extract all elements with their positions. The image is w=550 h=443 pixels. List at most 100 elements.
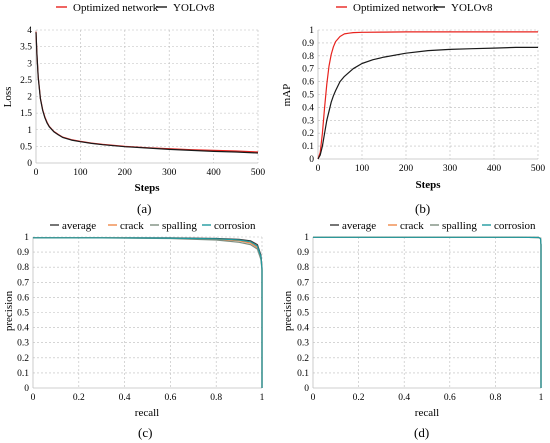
- x-axis-label: Steps: [415, 179, 441, 191]
- legend-label: crack: [400, 220, 424, 232]
- series-line-yolov8: [35, 32, 259, 154]
- series-line-yolov8: [317, 46, 538, 160]
- x-tick-label: 300: [162, 168, 177, 178]
- x-tick-label: 0: [316, 164, 321, 174]
- x-tick-label: 1: [539, 393, 544, 403]
- x-tick-label: 100: [355, 164, 370, 174]
- y-tick-label: 0.6: [302, 78, 314, 88]
- legend-label: Optimized network: [73, 2, 159, 14]
- x-tick-label: 0.6: [164, 393, 176, 403]
- y-tick-label: 0.9: [297, 248, 309, 258]
- x-tick-label: 300: [443, 164, 458, 174]
- y-tick-label: 0.2: [302, 129, 314, 139]
- panel-label: (b): [415, 201, 430, 216]
- series-line-average: [33, 237, 263, 388]
- y-tick-label: 0: [27, 159, 32, 169]
- y-tick-label: 1: [24, 233, 29, 243]
- legend-label: crack: [120, 220, 144, 232]
- y-tick-label: 0.1: [297, 369, 309, 379]
- y-axis-label: precision: [3, 290, 15, 331]
- x-axis-label: recall: [135, 407, 159, 419]
- y-tick-label: 0.2: [297, 354, 309, 364]
- y-tick-label: 0.5: [20, 142, 32, 152]
- legend-label: spalling: [162, 220, 197, 232]
- panel-b: 0 0.1 0.2 0.3 0.4 0.5 0.6 0.7 0.8 0.9 1 0 100 200 300 4…: [281, 2, 545, 216]
- x-axis-label: recall: [415, 407, 439, 419]
- y-tick-label: 0.6: [297, 293, 309, 303]
- panel-d: 0 0.1 0.2 0.3 0.4 0.5 0.6 0.7 0.8 0.9 1 0 0.2 0.4 0.6 0…: [282, 220, 544, 440]
- y-tick-label: 1: [304, 233, 309, 243]
- legend-label: spalling: [442, 220, 477, 232]
- series-line-corrosion: [313, 236, 542, 388]
- legend-label: corrosion: [494, 220, 536, 232]
- legend-label: corrosion: [214, 220, 256, 232]
- x-tick-label: 0: [31, 393, 36, 403]
- y-tick-label: 1: [309, 26, 314, 36]
- y-tick-label: 0.4: [17, 324, 29, 334]
- x-tick-label: 100: [73, 168, 88, 178]
- y-tick-label: 0: [24, 384, 29, 394]
- x-tick-label: 0.8: [210, 393, 222, 403]
- panel-a: 0 0.5 1 1.5 2 2.5 3 3.5 4 0 100 200 300 400 500 Steps Lo…: [2, 2, 265, 216]
- y-tick-label: 2.5: [20, 76, 32, 86]
- x-tick-label: 200: [118, 168, 133, 178]
- y-tick-label: 0.8: [297, 263, 309, 273]
- x-tick-label: 1: [260, 393, 265, 403]
- legend-label: YOLOv8: [451, 2, 493, 14]
- legend-label: Optimized network: [353, 2, 439, 14]
- y-tick-label: 0.2: [17, 354, 29, 364]
- panel-label: (a): [137, 201, 151, 216]
- y-tick-label: 0.7: [17, 278, 29, 288]
- y-tick-label: 0.3: [297, 339, 309, 349]
- series-line-corrosion: [33, 237, 263, 388]
- y-tick-label: 0.9: [17, 248, 29, 258]
- legend-label: YOLOv8: [173, 2, 215, 14]
- x-tick-label: 400: [487, 164, 502, 174]
- series-line-optimized-network: [35, 31, 259, 153]
- y-tick-label: 0.7: [297, 278, 309, 288]
- y-tick-label: 3.5: [20, 43, 32, 53]
- x-axis-label: Steps: [134, 182, 160, 194]
- y-tick-label: 3: [27, 59, 32, 69]
- x-tick-label: 0.4: [119, 393, 131, 403]
- y-axis-label: Loss: [2, 87, 14, 108]
- y-tick-label: 0.5: [302, 91, 314, 101]
- y-tick-label: 0.3: [17, 339, 29, 349]
- series-line-optimized-network: [317, 31, 538, 160]
- y-tick-label: 0: [309, 155, 314, 165]
- series-line-crack: [33, 237, 263, 388]
- y-tick-label: 0.7: [302, 65, 314, 75]
- y-tick-label: 1: [27, 126, 32, 136]
- y-tick-label: 0.8: [302, 52, 314, 62]
- y-tick-label: 0.5: [17, 309, 29, 319]
- y-axis-label: mAP: [281, 84, 293, 107]
- y-tick-label: 0.8: [17, 263, 29, 273]
- panel-label: (c): [138, 425, 152, 440]
- x-tick-label: 0.2: [353, 393, 365, 403]
- y-tick-label: 1.5: [20, 109, 32, 119]
- series-line-spalling: [32, 237, 263, 388]
- y-tick-label: 0.4: [302, 103, 314, 113]
- x-tick-label: 0.2: [73, 393, 85, 403]
- y-tick-label: 0.6: [17, 293, 29, 303]
- y-axis-label: precision: [282, 290, 294, 331]
- x-tick-label: 0.8: [489, 393, 501, 403]
- x-tick-label: 200: [399, 164, 414, 174]
- y-tick-label: 0.3: [302, 116, 314, 126]
- x-tick-label: 400: [206, 168, 221, 178]
- x-tick-label: 0.4: [398, 393, 410, 403]
- y-tick-label: 0.5: [297, 309, 309, 319]
- panel-label: (d): [414, 425, 429, 440]
- y-tick-label: 0.1: [17, 369, 29, 379]
- y-tick-label: 4: [27, 26, 32, 36]
- x-tick-label: 500: [531, 164, 546, 174]
- x-tick-label: 500: [251, 168, 266, 178]
- y-tick-label: 0.9: [302, 39, 314, 49]
- y-tick-label: 0.4: [297, 324, 309, 334]
- legend-label: average: [62, 220, 96, 232]
- x-tick-label: 0: [311, 393, 316, 403]
- y-tick-label: 2: [27, 93, 32, 103]
- y-tick-label: 0.1: [302, 142, 314, 152]
- y-tick-label: 0: [304, 384, 309, 394]
